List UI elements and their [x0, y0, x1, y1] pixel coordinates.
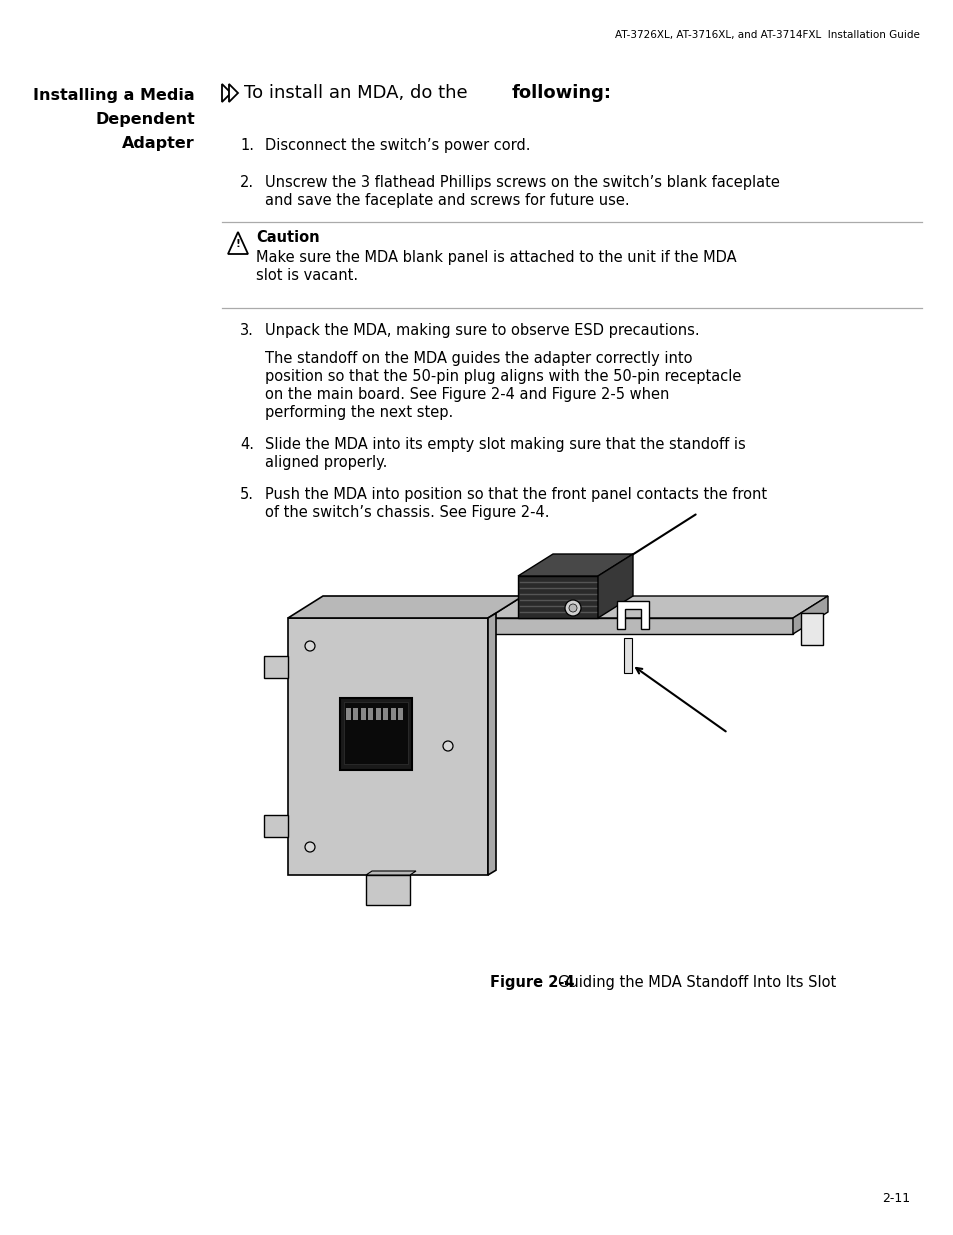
Bar	[623, 638, 631, 673]
Polygon shape	[222, 84, 231, 103]
Text: !: !	[235, 240, 240, 249]
Text: AT-3726XL, AT-3716XL, and AT-3714FXL  Installation Guide: AT-3726XL, AT-3716XL, and AT-3714FXL Ins…	[615, 30, 919, 40]
Polygon shape	[229, 84, 237, 103]
Text: The standoff on the MDA guides the adapter correctly into: The standoff on the MDA guides the adapt…	[265, 351, 692, 366]
Text: Dependent: Dependent	[95, 112, 194, 127]
Polygon shape	[488, 618, 792, 634]
Polygon shape	[488, 614, 496, 876]
Text: Make sure the MDA blank panel is attached to the unit if the MDA: Make sure the MDA blank panel is attache…	[255, 249, 736, 266]
Bar	[360, 708, 366, 720]
Polygon shape	[488, 597, 827, 618]
Text: slot is vacant.: slot is vacant.	[255, 268, 357, 283]
Text: performing the next step.: performing the next step.	[265, 405, 453, 420]
Text: Unpack the MDA, making sure to observe ESD precautions.: Unpack the MDA, making sure to observe E…	[265, 324, 699, 338]
Text: aligned properly.: aligned properly.	[265, 454, 387, 471]
Polygon shape	[517, 576, 598, 618]
Polygon shape	[517, 555, 633, 576]
Polygon shape	[792, 597, 827, 634]
Text: Figure 2-4: Figure 2-4	[490, 974, 574, 990]
Text: Installing a Media: Installing a Media	[33, 88, 194, 103]
Text: on the main board. See Figure 2-4 and Figure 2-5 when: on the main board. See Figure 2-4 and Fi…	[265, 387, 669, 403]
Bar	[383, 708, 388, 720]
Circle shape	[568, 604, 577, 613]
Text: 4.: 4.	[240, 437, 253, 452]
Text: Disconnect the switch’s power cord.: Disconnect the switch’s power cord.	[265, 138, 530, 153]
Circle shape	[305, 641, 314, 651]
Text: Caution: Caution	[255, 230, 319, 245]
Text: 2.: 2.	[240, 175, 253, 190]
Polygon shape	[617, 601, 648, 629]
Text: 5.: 5.	[240, 487, 253, 501]
Bar	[398, 708, 403, 720]
Text: position so that the 50-pin plug aligns with the 50-pin receptacle: position so that the 50-pin plug aligns …	[265, 369, 740, 384]
Polygon shape	[366, 871, 416, 876]
Text: 2-11: 2-11	[881, 1192, 909, 1205]
Bar	[368, 708, 374, 720]
Bar	[344, 701, 408, 764]
Circle shape	[305, 842, 314, 852]
Text: Push the MDA into position so that the front panel contacts the front: Push the MDA into position so that the f…	[265, 487, 766, 501]
Polygon shape	[228, 232, 248, 254]
Bar	[339, 698, 412, 769]
Bar	[346, 708, 351, 720]
Polygon shape	[288, 618, 488, 876]
Text: To install an MDA, do the: To install an MDA, do the	[244, 84, 473, 103]
Polygon shape	[288, 597, 522, 618]
Text: 3.: 3.	[240, 324, 253, 338]
Bar	[375, 708, 380, 720]
Polygon shape	[801, 613, 822, 645]
Text: Slide the MDA into its empty slot making sure that the standoff is: Slide the MDA into its empty slot making…	[265, 437, 745, 452]
Text: 1.: 1.	[240, 138, 253, 153]
Bar	[391, 708, 395, 720]
Text: following:: following:	[512, 84, 612, 103]
Polygon shape	[366, 876, 410, 905]
Text: Unscrew the 3 flathead Phillips screws on the switch’s blank faceplate: Unscrew the 3 flathead Phillips screws o…	[265, 175, 779, 190]
Text: and save the faceplate and screws for future use.: and save the faceplate and screws for fu…	[265, 193, 629, 207]
Text: Adapter: Adapter	[122, 136, 194, 151]
Polygon shape	[264, 815, 288, 837]
Bar	[354, 708, 358, 720]
Circle shape	[564, 600, 580, 616]
Polygon shape	[598, 555, 633, 618]
Text: of the switch’s chassis. See Figure 2-4.: of the switch’s chassis. See Figure 2-4.	[265, 505, 549, 520]
Polygon shape	[264, 656, 288, 678]
Circle shape	[442, 741, 453, 751]
Text: Guiding the MDA Standoff Into Its Slot: Guiding the MDA Standoff Into Its Slot	[558, 974, 836, 990]
